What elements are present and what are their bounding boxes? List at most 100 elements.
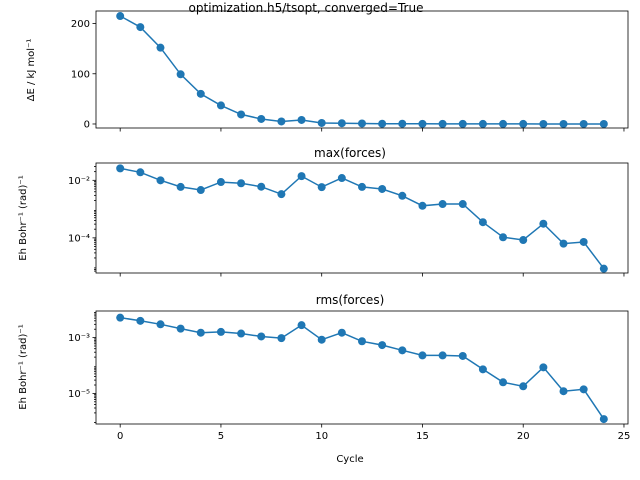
- panel-rms-forces: rms(forces) Eh Bohr⁻¹ (rad)⁻¹ 0 5 10 15 20 25…: [18, 293, 630, 442]
- data-point: [499, 119, 508, 128]
- panel-max-forces-frame: [95, 162, 629, 274]
- data-point: [398, 119, 407, 128]
- y-tick-label: 100: [71, 69, 90, 80]
- x-axis-label: Cycle: [336, 454, 363, 465]
- data-point: [519, 236, 528, 245]
- data-point: [277, 117, 286, 126]
- data-point: [378, 184, 387, 193]
- panel-rms-forces-ylabel: Eh Bohr⁻¹ (rad)⁻¹: [18, 324, 29, 409]
- data-point: [378, 341, 387, 350]
- data-point: [176, 324, 185, 333]
- data-point: [176, 70, 185, 79]
- y-tick-label: 0: [84, 119, 90, 130]
- data-point: [337, 328, 346, 337]
- data-point: [499, 233, 508, 242]
- data-point: [559, 119, 568, 128]
- data-point: [216, 101, 225, 110]
- data-point: [176, 182, 185, 191]
- data-point: [539, 119, 548, 128]
- data-point: [438, 351, 447, 360]
- x-tick-label: 25: [618, 431, 631, 442]
- data-point: [458, 351, 467, 360]
- x-tick-label: 10: [315, 431, 328, 442]
- data-point: [196, 328, 205, 337]
- data-point: [358, 337, 366, 346]
- data-point: [418, 351, 427, 360]
- data-point: [418, 119, 427, 128]
- data-point: [519, 382, 528, 391]
- panel-rms-forces-frame: [95, 310, 629, 425]
- data-point: [579, 119, 588, 128]
- data-point: [317, 118, 326, 127]
- data-point: [478, 119, 487, 128]
- data-point: [257, 114, 266, 123]
- data-point: [458, 200, 467, 209]
- data-point: [418, 201, 427, 210]
- data-point: [156, 43, 165, 52]
- data-point: [398, 191, 407, 200]
- data-point: [559, 239, 568, 248]
- data-point: [579, 385, 588, 394]
- x-tick-label: 0: [117, 431, 123, 442]
- x-tick-label: 20: [517, 431, 530, 442]
- data-point: [539, 363, 548, 372]
- data-point: [196, 89, 205, 98]
- data-point: [438, 119, 447, 128]
- data-point: [116, 313, 125, 322]
- data-point: [277, 190, 286, 199]
- panel-max-forces-ylabel: Eh Bohr⁻¹ (rad)⁻¹: [18, 175, 29, 260]
- data-point: [539, 219, 548, 228]
- data-point: [216, 327, 225, 336]
- panel-max-forces-marks: [116, 164, 608, 273]
- data-point: [458, 119, 467, 128]
- data-point: [237, 329, 246, 338]
- panel-rms-forces-ticks: 0 5 10 15 20 25 10⁻⁵ 10⁻³: [68, 312, 630, 442]
- y-tick-label: 200: [71, 19, 90, 30]
- x-tick-label: 15: [416, 431, 429, 442]
- panel-energy-frame: [95, 10, 629, 129]
- data-point: [156, 320, 165, 329]
- data-point: [337, 119, 346, 128]
- y-tick-label: 10⁻²: [68, 176, 90, 187]
- data-point: [398, 346, 407, 355]
- panel-energy: optimization.h5/tsopt, converged=True ΔE…: [26, 1, 629, 132]
- data-point: [599, 415, 608, 424]
- data-point: [297, 115, 306, 124]
- data-point: [599, 264, 608, 273]
- panel-energy-ylabel: ΔE / kJ mol⁻¹: [26, 39, 37, 102]
- data-point: [297, 172, 306, 181]
- data-point: [478, 218, 487, 227]
- data-point: [216, 178, 225, 187]
- panel-max-forces-title: max(forces): [314, 146, 386, 160]
- data-point: [337, 174, 346, 183]
- data-point: [317, 335, 326, 344]
- data-point: [116, 164, 125, 173]
- data-point: [519, 119, 528, 128]
- data-point: [358, 182, 366, 191]
- data-point: [478, 365, 487, 374]
- data-point: [237, 179, 246, 188]
- data-point: [438, 200, 447, 209]
- data-point: [579, 237, 588, 246]
- y-tick-label: 10⁻⁴: [68, 233, 90, 244]
- data-point: [358, 119, 366, 128]
- data-point: [136, 23, 145, 32]
- data-point: [116, 12, 125, 21]
- panel-energy-ticks: 0 100 200: [71, 19, 625, 132]
- x-tick-label: 5: [218, 431, 224, 442]
- data-point: [156, 176, 165, 185]
- data-point: [136, 168, 145, 177]
- panel-energy-title: optimization.h5/tsopt, converged=True: [189, 1, 424, 15]
- data-point: [599, 119, 608, 128]
- panel-energy-marks: [116, 12, 608, 128]
- panel-max-forces: max(forces) Eh Bohr⁻¹ (rad)⁻¹ 10⁻⁴ 10⁻²: [18, 146, 629, 277]
- y-tick-label: 10⁻⁵: [68, 389, 90, 400]
- data-point: [257, 182, 266, 191]
- data-point: [559, 387, 568, 396]
- data-point: [317, 183, 326, 192]
- data-point: [257, 332, 266, 341]
- data-point: [237, 110, 246, 119]
- data-point: [499, 378, 508, 387]
